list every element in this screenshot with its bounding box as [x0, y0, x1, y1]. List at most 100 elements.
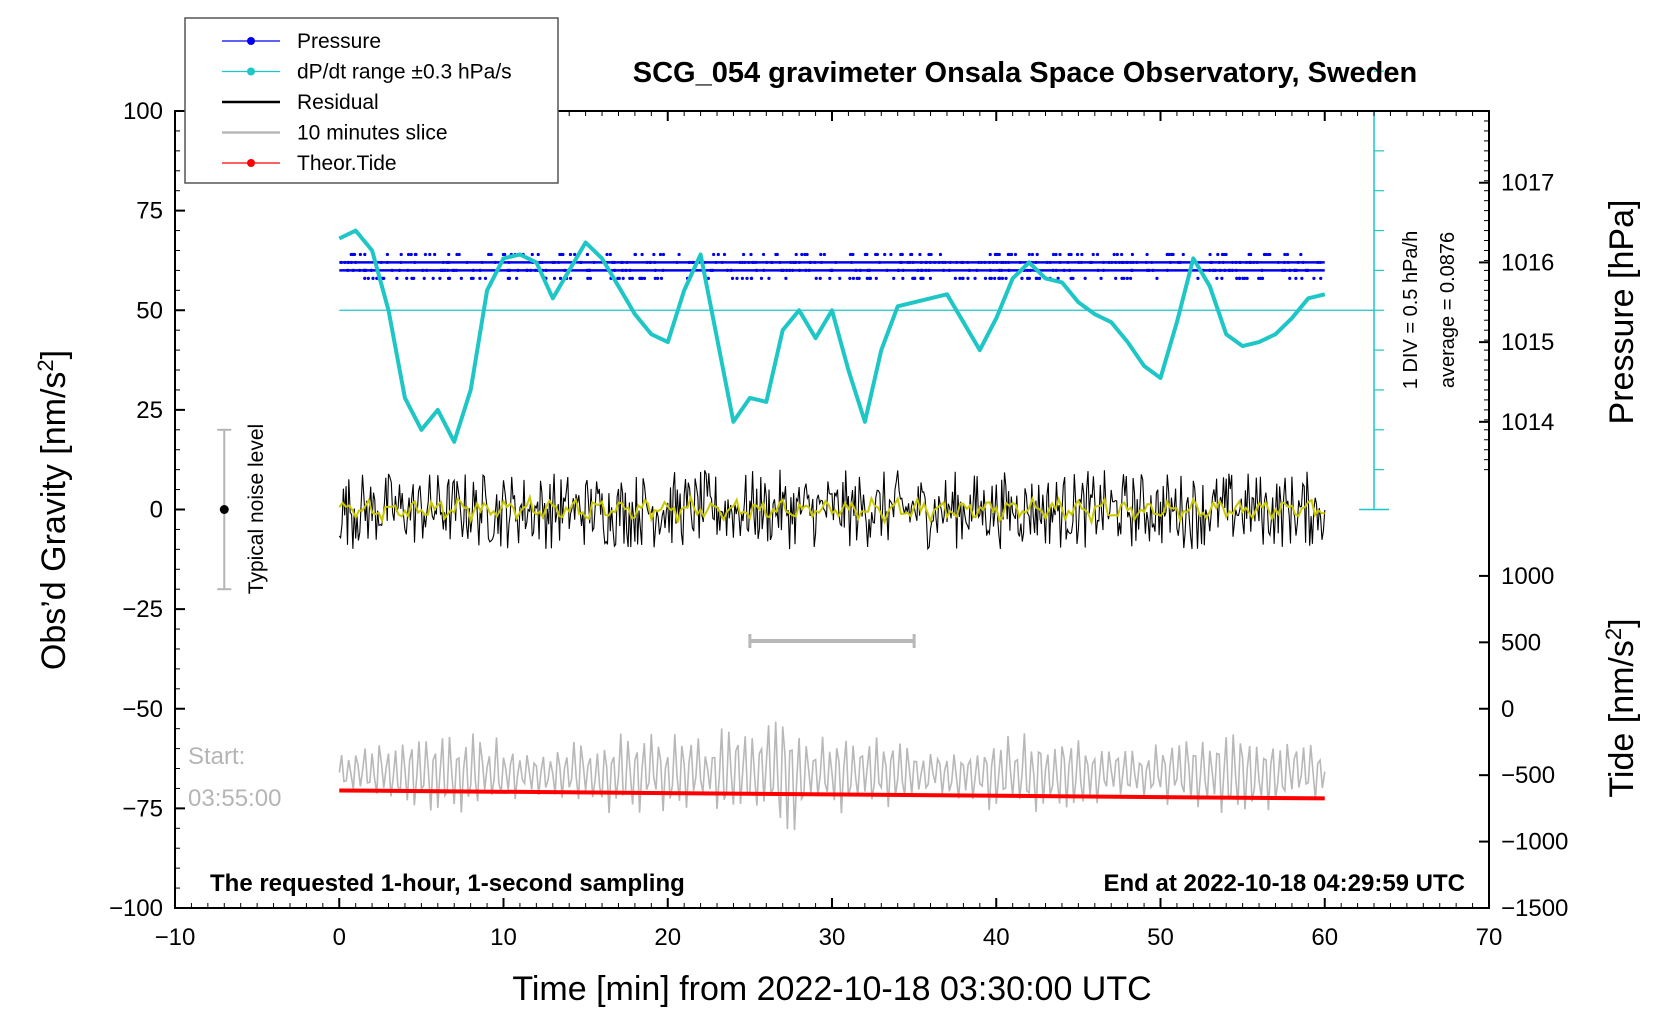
pressure-point — [916, 268, 920, 272]
tide-tick-label: 0 — [1501, 696, 1514, 723]
pressure-point — [1115, 252, 1119, 257]
pressure-point — [1167, 252, 1171, 257]
pressure-tick-label: 1014 — [1501, 409, 1554, 436]
pressure-point — [592, 260, 596, 265]
pressure-point — [379, 260, 383, 265]
pressure-point — [1101, 268, 1106, 272]
pressure-point — [755, 268, 759, 272]
pressure-point — [480, 260, 484, 265]
pressure-point — [896, 268, 901, 272]
pressure-point — [352, 252, 357, 257]
pressure-point — [742, 252, 746, 257]
pressure-point — [979, 260, 984, 265]
pressure-point — [1252, 260, 1256, 265]
pressure-point — [1288, 276, 1292, 280]
pressure-point — [1176, 260, 1180, 265]
pressure-point — [1020, 276, 1024, 280]
pressure-point — [1054, 268, 1058, 272]
pressure-point — [1300, 276, 1304, 280]
pressure-point — [1107, 260, 1111, 265]
pressure-point — [399, 260, 403, 265]
pressure-point — [1283, 252, 1287, 257]
pressure-point — [818, 276, 822, 280]
pressure-point — [568, 276, 573, 280]
pressure-point — [1150, 260, 1154, 265]
pressure-point — [653, 276, 657, 280]
pressure-point — [1068, 268, 1072, 272]
pressure-point — [1131, 260, 1135, 265]
pressure-point — [1007, 268, 1011, 272]
legend-label: dP/dt range ±0.3 hPa/s — [297, 61, 512, 84]
pressure-point — [933, 260, 937, 265]
pressure-point — [675, 260, 679, 265]
pressure-point — [677, 252, 681, 257]
pressure-point — [1155, 276, 1159, 280]
pressure-point — [1144, 260, 1148, 265]
pressure-point — [1216, 252, 1220, 257]
pressure-point — [438, 276, 442, 280]
pressure-point — [585, 252, 590, 257]
pressure-point — [1114, 276, 1118, 280]
pressure-point — [819, 260, 824, 265]
pressure-point — [961, 260, 965, 265]
noise-label: Typical noise level — [245, 424, 268, 594]
pressure-point — [747, 260, 751, 265]
pressure-point — [798, 268, 802, 272]
pressure-point — [633, 252, 637, 257]
pressure-point — [1090, 260, 1094, 265]
pressure-point — [991, 260, 995, 265]
pressure-point — [1316, 260, 1320, 265]
pressure-point — [919, 260, 923, 265]
pressure-point — [878, 260, 882, 265]
y-axis-label-end: ] — [35, 350, 73, 359]
pressure-point — [455, 252, 459, 257]
y-axis-label-superscript: 2 — [33, 359, 58, 371]
pressure-point — [515, 276, 519, 280]
pressure-point — [1318, 260, 1322, 265]
pressure-point — [1129, 268, 1133, 272]
pressure-point — [358, 268, 362, 272]
pressure-point — [716, 252, 720, 257]
pressure-point — [1054, 252, 1058, 257]
pressure-point — [1125, 276, 1129, 280]
pressure-point — [533, 268, 538, 272]
pressure-point — [1091, 252, 1095, 257]
pressure-point — [1027, 276, 1031, 280]
legend-swatch-dot — [247, 159, 255, 167]
pressure-point — [973, 276, 977, 280]
pressure-point — [1077, 260, 1081, 265]
pressure-point — [865, 276, 869, 280]
legend-items: Pressure dP/dt range ±0.3 hPa/s Residual 10… — [222, 30, 512, 175]
pressure-point — [706, 276, 710, 280]
pressure-point — [745, 276, 749, 280]
pressure-point — [1066, 260, 1070, 265]
pressure-point — [556, 260, 561, 265]
chart-title: SCG_054 gravimeter Onsala Space Observat… — [633, 57, 1417, 89]
tide-tick-label: −1000 — [1501, 829, 1568, 856]
pressure-point — [901, 276, 905, 280]
pressure-point — [1230, 268, 1234, 272]
pressure-point — [967, 268, 972, 272]
pressure-point — [1238, 260, 1242, 265]
pressure-point — [997, 276, 1002, 280]
x-tick-label: 70 — [1476, 924, 1503, 951]
pressure-point — [874, 252, 878, 257]
pressure-point — [397, 268, 402, 272]
pressure-point — [1244, 260, 1249, 265]
pressure-point — [465, 260, 469, 265]
y-tick-label: −50 — [122, 696, 163, 723]
pressure-point — [977, 260, 981, 265]
y-tick-label: −25 — [122, 596, 163, 623]
pressure-point — [781, 268, 785, 272]
pressure-point — [983, 276, 988, 280]
pressure-point — [578, 260, 583, 265]
pressure-point — [1027, 252, 1031, 257]
pressure-point — [851, 252, 855, 257]
pressure-point — [784, 276, 788, 280]
pressure-point — [385, 252, 389, 257]
pressure-point — [849, 260, 854, 265]
pressure-point — [1025, 268, 1030, 272]
pressure-point — [857, 276, 861, 280]
pressure-point — [661, 268, 665, 272]
